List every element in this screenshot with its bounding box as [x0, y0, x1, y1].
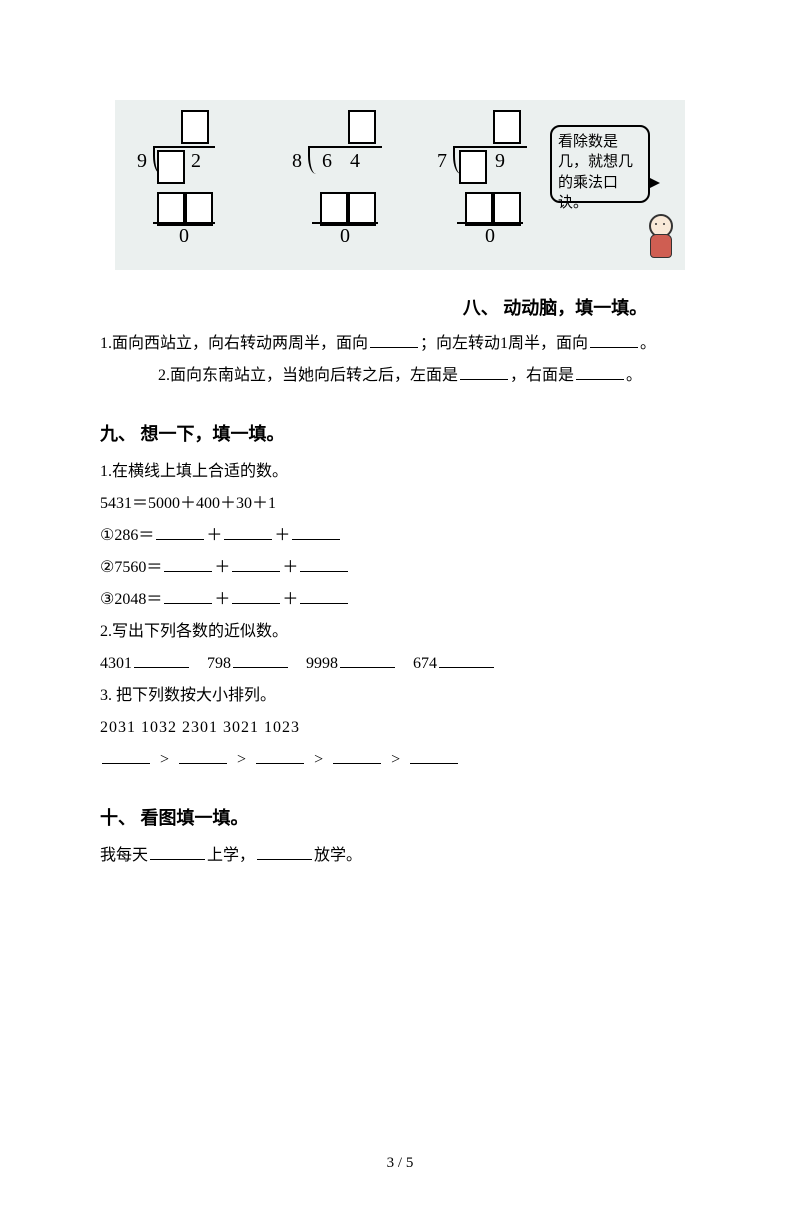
cartoon-child-icon — [647, 214, 677, 262]
product-box-1[interactable] — [320, 192, 348, 226]
text: 。 — [626, 367, 642, 384]
text: ③2048＝ — [100, 591, 162, 608]
sec9-ordering: > > > > — [100, 744, 700, 776]
sec9-l1: 1.在横线上填上合适的数。 — [100, 456, 700, 488]
fill-blank[interactable] — [102, 749, 150, 764]
divisor: 8 — [292, 150, 302, 173]
fill-blank[interactable] — [179, 749, 227, 764]
division-problem-1: 9 2 0 — [135, 110, 225, 250]
text: ①286＝ — [100, 527, 154, 544]
text: ；向左转动1周半，面向 — [420, 335, 588, 352]
dividend-digit: 2 — [191, 150, 201, 173]
product-box-1[interactable] — [465, 192, 493, 226]
fill-blank[interactable] — [439, 653, 494, 668]
quotient-box[interactable] — [181, 110, 209, 144]
fill-blank[interactable] — [164, 557, 212, 572]
fill-blank[interactable] — [576, 365, 624, 380]
fill-blank[interactable] — [292, 525, 340, 540]
fill-blank[interactable] — [460, 365, 508, 380]
remainder-zero: 0 — [179, 225, 189, 248]
page: 9 2 0 8 6 4 0 7 9 — [0, 100, 800, 872]
text: 1.面向西站立，向右转动两周半，面向 — [100, 335, 368, 352]
plus-sign: ＋ — [282, 559, 298, 576]
text: ，右面是 — [510, 367, 574, 384]
product-box-1[interactable] — [157, 192, 185, 226]
number: 4301 — [100, 655, 132, 672]
sec9-l5: ③2048＝ ＋ ＋ — [100, 584, 700, 616]
fill-blank[interactable] — [233, 653, 288, 668]
fill-blank[interactable] — [590, 333, 638, 348]
text: 2.面向东南站立，当她向后转之后，左面是 — [158, 367, 458, 384]
gt-sign: > — [156, 751, 173, 768]
fill-blank[interactable] — [134, 653, 189, 668]
plus-sign: ＋ — [274, 527, 290, 544]
product-box-2[interactable] — [493, 192, 521, 226]
fill-blank[interactable] — [300, 589, 348, 604]
remainder-zero: 0 — [340, 225, 350, 248]
section-8-title: 八、 动动脑，填一填。 — [100, 294, 700, 320]
dividend-box[interactable] — [459, 150, 487, 184]
dividend-digit-1: 6 — [322, 150, 332, 173]
sec9-l7: 4301 798 9998 674 — [100, 648, 700, 680]
fill-blank[interactable] — [164, 589, 212, 604]
sec9-l9: 2031 1032 2301 3021 1023 — [100, 712, 700, 744]
number: 9998 — [306, 655, 338, 672]
gt-sign: > — [310, 751, 327, 768]
plus-sign: ＋ — [214, 559, 230, 576]
division-problem-3: 7 9 0 — [435, 110, 525, 250]
fill-blank[interactable] — [410, 749, 458, 764]
sec8-q2: 2.面向东南站立，当她向后转之后，左面是 ，右面是 。 — [100, 360, 700, 392]
fill-blank[interactable] — [300, 557, 348, 572]
fill-blank[interactable] — [256, 749, 304, 764]
text: 放学。 — [314, 847, 362, 864]
sec9-l2: 5431＝5000＋400＋30＋1 — [100, 488, 700, 520]
sec9-l4: ②7560＝ ＋ ＋ — [100, 552, 700, 584]
remainder-zero: 0 — [485, 225, 495, 248]
number: 674 — [413, 655, 437, 672]
product-box-2[interactable] — [185, 192, 213, 226]
section-9-title: 九、 想一下，填一填。 — [100, 420, 700, 446]
fill-blank[interactable] — [156, 525, 204, 540]
quotient-box[interactable] — [348, 110, 376, 144]
divisor: 9 — [137, 150, 147, 173]
dividend-digit-2: 4 — [350, 150, 360, 173]
sec8-q1: 1.面向西站立，向右转动两周半，面向 ；向左转动1周半，面向 。 — [100, 328, 700, 360]
text: 。 — [640, 335, 656, 352]
number: 798 — [207, 655, 231, 672]
fill-blank[interactable] — [232, 557, 280, 572]
tip-callout: 看除数是几，就想几的乘法口诀。 — [550, 125, 650, 203]
fill-blank[interactable] — [257, 845, 312, 860]
plus-sign: ＋ — [206, 527, 222, 544]
text: 我每天 — [100, 847, 148, 864]
section-10-title: 十、 看图填一填。 — [100, 804, 700, 830]
division-problem-2: 8 6 4 0 — [290, 110, 380, 250]
dividend-digit: 9 — [495, 150, 505, 173]
quotient-box[interactable] — [493, 110, 521, 144]
plus-sign: ＋ — [214, 591, 230, 608]
fill-blank[interactable] — [232, 589, 280, 604]
dividend-box[interactable] — [157, 150, 185, 184]
fill-blank[interactable] — [370, 333, 418, 348]
sec9-l3: ①286＝ ＋ ＋ — [100, 520, 700, 552]
fill-blank[interactable] — [333, 749, 381, 764]
fill-blank[interactable] — [224, 525, 272, 540]
sec10-q1: 我每天 上学， 放学。 — [100, 840, 700, 872]
page-footer: 3 / 5 — [0, 1155, 800, 1172]
product-box-2[interactable] — [348, 192, 376, 226]
sec9-l8: 3. 把下列数按大小排列。 — [100, 680, 700, 712]
fill-blank[interactable] — [340, 653, 395, 668]
plus-sign: ＋ — [282, 591, 298, 608]
text: ②7560＝ — [100, 559, 162, 576]
divisor: 7 — [437, 150, 447, 173]
division-figure: 9 2 0 8 6 4 0 7 9 — [115, 100, 685, 270]
text: 上学， — [207, 847, 255, 864]
gt-sign: > — [233, 751, 250, 768]
fill-blank[interactable] — [150, 845, 205, 860]
sec9-l6: 2.写出下列各数的近似数。 — [100, 616, 700, 648]
gt-sign: > — [387, 751, 404, 768]
